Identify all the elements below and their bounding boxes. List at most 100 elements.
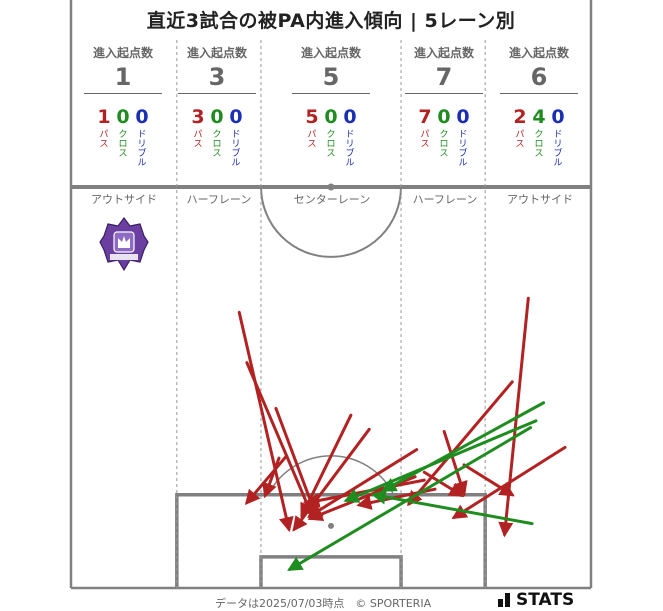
svg-text:ロ: ロ (439, 140, 448, 150)
lane-name-halfspace-right: ハーフレーン (412, 193, 478, 206)
svg-text:リ: リ (553, 140, 562, 150)
stats-logo: STATS (498, 590, 574, 610)
stats-brand-text: STATS (516, 590, 575, 610)
pass-arrow-15 (407, 380, 514, 507)
dribble-count: 0 (135, 106, 148, 128)
lane-header-outside-right: 進入起点数 6 (500, 44, 578, 94)
pass-arrow-4 (244, 454, 289, 506)
svg-text:ク: ク (212, 129, 221, 140)
svg-text:パ: パ (99, 129, 108, 140)
dribble-count: 0 (456, 106, 469, 128)
svg-text:ス: ス (307, 140, 316, 150)
pass-arrow-5 (262, 456, 281, 499)
pass-label: パス (193, 129, 202, 150)
goal-area (259, 555, 403, 588)
svg-text:ス: ス (439, 149, 448, 159)
cross-label: クロス (212, 129, 221, 159)
pass-count: 2 (513, 106, 526, 128)
cross-arrow-21 (370, 489, 534, 526)
cross-label: クロス (439, 129, 448, 159)
pass-arrow-1 (237, 310, 294, 533)
svg-text:ロ: ロ (326, 140, 335, 150)
svg-text:リ: リ (345, 140, 354, 150)
centre-circle (260, 186, 402, 258)
entry-count-label: 進入起点数 (186, 46, 247, 60)
svg-text:ス: ス (515, 140, 524, 150)
svg-text:ド: ド (458, 130, 467, 140)
pass-arrow-14 (462, 463, 515, 497)
dribble-count: 0 (343, 106, 356, 128)
svg-text:ス: ス (193, 140, 202, 150)
entry-count-label: 進入起点数 (413, 46, 474, 60)
svg-text:ス: ス (326, 149, 335, 159)
lane-name-halfspace-left: ハーフレーン (186, 193, 252, 206)
lane-header-halfspace-left: 進入起点数 3 (178, 44, 256, 94)
svg-text:ブ: ブ (553, 147, 562, 159)
cross-arrow-20 (287, 426, 533, 571)
cross-arrow-18 (381, 401, 546, 492)
svg-text:リ: リ (231, 140, 240, 150)
lane-name-outside-left: アウトサイド (91, 193, 157, 206)
cross-count: 0 (324, 106, 337, 128)
pass-label: パス (307, 129, 316, 150)
entry-count-total: 7 (405, 63, 483, 94)
penalty-spot (328, 522, 334, 529)
svg-text:ス: ス (99, 140, 108, 150)
lane-name-center: センターレーン (293, 193, 371, 206)
cross-arrow-19 (343, 419, 538, 503)
pass-arrow-8 (307, 448, 419, 518)
pass-count: 1 (97, 106, 110, 128)
svg-text:ル: ル (231, 159, 240, 169)
cross-count: 0 (437, 106, 450, 128)
svg-text:ド: ド (345, 130, 354, 140)
stats-logo-icon (498, 593, 512, 607)
pass-label: パス (420, 129, 429, 150)
svg-text:ス: ス (118, 149, 127, 159)
entry-count-label: 進入起点数 (300, 46, 361, 60)
cross-label: クロス (118, 129, 127, 159)
pass-arrow-17 (451, 445, 567, 520)
svg-text:ス: ス (420, 140, 429, 150)
lane-header-halfspace-right: 進入起点数 7 (405, 44, 483, 94)
svg-text:ド: ド (231, 130, 240, 140)
svg-text:ス: ス (534, 149, 543, 159)
pass-arrow-2 (245, 361, 315, 518)
centre-spot (327, 183, 335, 191)
pass-count: 5 (305, 106, 318, 128)
pass-count: 3 (191, 106, 204, 128)
footer-note: データは2025/07/03時点 © SPORTERIA (215, 597, 432, 610)
pass-count: 7 (418, 106, 431, 128)
svg-text:ス: ス (212, 149, 221, 159)
entry-count-label: 進入起点数 (508, 46, 569, 60)
svg-text:ド: ド (137, 130, 146, 140)
entry-count-total: 3 (178, 63, 256, 94)
pass-arrow-12 (422, 470, 465, 497)
svg-text:ド: ド (553, 130, 562, 140)
svg-text:ク: ク (118, 129, 127, 140)
pass-arrow-7 (292, 427, 371, 532)
cross-label: クロス (326, 129, 335, 159)
penalty-area (175, 493, 487, 588)
svg-text:ロ: ロ (212, 140, 221, 150)
svg-text:ク: ク (326, 129, 335, 140)
lane-header-center: 進入起点数 5 (292, 44, 370, 94)
svg-text:ブ: ブ (137, 147, 146, 159)
svg-text:パ: パ (307, 129, 316, 140)
cross-count: 4 (532, 106, 545, 128)
svg-text:ル: ル (137, 159, 146, 169)
dribble-count: 0 (229, 106, 242, 128)
svg-text:ロ: ロ (534, 140, 543, 150)
sanfrecce-crest-icon (99, 217, 149, 272)
pass-label: パス (99, 129, 108, 150)
lane-header-outside-left: 進入起点数 1 (84, 44, 162, 94)
